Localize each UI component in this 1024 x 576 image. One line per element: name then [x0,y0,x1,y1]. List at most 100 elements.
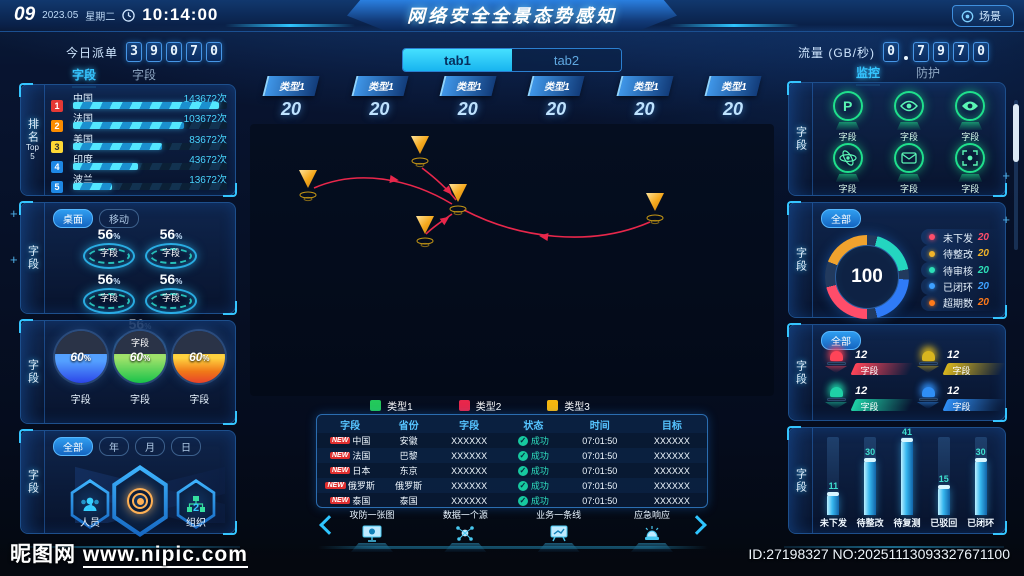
panel-gauges: 字段 桌面 移动 56% 字段 56% 字段 56% 字段 56% 字段 56% 字段 [19,201,237,359]
side-label-top: Top [26,143,39,153]
alarm-grid: 12 字段 12 字段 12 字段 12 字段 [815,349,1006,421]
legend-value: 20 [977,280,989,292]
siren-icon [825,387,847,409]
type-stats-row: 类型1 20 类型1 20 类型1 20 类型1 20 类型1 20 类型1 20 [250,76,774,120]
type-stat: 类型1 20 [427,76,509,120]
cell-time: 07:01:50 [582,465,618,476]
type-stat-value: 20 [546,99,567,119]
map-node-markers[interactable] [299,136,664,248]
rank-name: 印度 [73,154,93,166]
rank-value: 83672次 [189,134,227,146]
gauge-grid: 56% 字段 56% 字段 56% 字段 56% 字段 56% 字段 [49,225,231,359]
tab-year[interactable]: 年 [99,437,129,456]
table-row[interactable]: NEW 法国 巴黎 XXXXXX ✓ 成功 07:01:50 XXXXXX [317,448,707,463]
alarm-item[interactable]: 12 字段 [907,385,1006,421]
personnel-count: 4 人员 [60,502,120,529]
gauge-value: 56 [159,226,176,242]
monitor-item[interactable]: 字段 [942,91,998,143]
legend-value: 20 [977,231,989,243]
footer-line [784,546,1004,548]
emergency-siren-icon [639,523,665,543]
donut-legend-row[interactable]: 已闭环 20 [921,278,999,295]
cell-province: 泰国 [399,496,418,506]
cell-country: 中国 [352,436,371,446]
rank-badge: 5 [51,181,63,193]
table-row[interactable]: NEW 泰国 泰国 XXXXXX ✓ 成功 07:01:50 XXXXXX [317,493,707,507]
pedestal [835,122,860,130]
alarm-value: 12 [855,385,868,397]
ranking-row[interactable]: 中国 143672次 1 [51,91,227,112]
alarm-item[interactable]: 12 字段 [907,349,1006,385]
donut-legend-row[interactable]: 待整改 20 [921,245,999,262]
ranking-row[interactable]: 美国 83672次 3 [51,132,227,153]
tab-all[interactable]: 全部 [53,437,93,456]
monitor-item[interactable]: 字段 [881,143,937,195]
title-wing-left [225,24,355,27]
legend-swatch [370,400,382,411]
monitor-grid: P 字段 字段 字段 [817,91,1001,195]
cell-target: XXXXXX [653,480,690,491]
tab-2[interactable]: tab2 [512,49,621,71]
type-stat-value: 20 [634,99,655,119]
rank-badge: 2 [51,120,63,133]
nav-next-arrow[interactable] [687,515,707,535]
legend-swatch [458,400,470,411]
cell-target: XXXXXX [653,450,690,461]
monitor-item[interactable]: 字段 [942,143,998,195]
orders-digit: 7 [186,42,203,62]
legend-dot [929,267,935,274]
tab-all[interactable]: 全部 [821,331,861,350]
tab-1[interactable]: tab1 [403,49,512,71]
tab-desktop[interactable]: 桌面 [53,209,93,228]
orders-counter: 今日派单 3 9 0 7 0 [66,42,223,62]
monitor-item[interactable]: 字段 [881,91,937,143]
cell-province: 俄罗斯 [395,481,423,491]
scene-button[interactable]: 场景 [952,5,1014,27]
col-header: 字段 [340,420,361,432]
gauge: 56% 字段 [78,226,140,269]
table-row[interactable]: NEW 中国 安徽 XXXXXX ✓ 成功 07:01:50 XXXXXX [317,433,707,448]
target-icon [127,488,153,514]
panel-side-label: 字段 [21,321,45,423]
bar-category: 待复测 [893,518,921,528]
tab-defense[interactable]: 防护 [916,66,941,80]
alarm-item[interactable]: 12 字段 [815,349,914,385]
type-stat-label: 类型1 [456,82,482,93]
alarm-banner: 字段 [942,363,1006,376]
monitor-item[interactable]: P 字段 [820,91,876,143]
bar-column: 11 [818,433,848,515]
rank-bar-fill [73,142,163,150]
alarm-value: 12 [855,349,868,361]
cell-country: 日本 [352,466,371,476]
legend-label: 超期数 [943,299,973,311]
gauge: 56% 字段 [140,226,202,269]
bar-category: 待整改 [856,518,884,528]
right-scrollbar-handle[interactable] [1013,104,1019,162]
cell-field: XXXXXX [451,435,488,446]
donut-center-value: 100 [851,266,883,287]
monitor-item[interactable]: 字段 [820,143,876,195]
flow-counter: 流量 (GB/秒) 0 7 9 7 0 [798,42,989,62]
tab-all[interactable]: 全部 [821,209,861,228]
table-row[interactable]: NEW 俄罗斯 俄罗斯 XXXXXX ✓ 成功 07:01:50 XXXXXX [317,478,707,493]
tab-field[interactable]: 字段 [132,68,157,82]
type-stat-value: 20 [722,99,743,119]
legend-label: 类型3 [564,402,590,413]
ranking-row[interactable]: 印度 43672次 4 [51,152,227,173]
donut-legend-row[interactable]: 待审核 20 [921,261,999,279]
ranking-row[interactable]: 法国 103672次 2 [51,111,227,133]
cell-field: XXXXXX [451,480,488,491]
tab-day[interactable]: 日 [171,437,201,456]
tab-month[interactable]: 月 [135,437,165,456]
clock-icon [122,8,136,22]
tab-mobile[interactable]: 移动 [99,209,139,228]
success-check-icon: ✓ [517,435,528,446]
nav-prev-arrow[interactable] [319,515,339,535]
table-row[interactable]: NEW 日本 东京 XXXXXX ✓ 成功 07:01:50 XXXXXX [317,463,707,478]
plus-decoration: + [10,252,18,267]
ranking-row[interactable]: 波兰 13672次 5 [51,172,227,193]
donut-legend-row[interactable]: 未下发 20 [921,229,999,246]
alarm-item[interactable]: 12 字段 [815,385,914,421]
col-header: 字段 [459,420,480,432]
donut-legend-row[interactable]: 超期数 20 [921,294,999,312]
